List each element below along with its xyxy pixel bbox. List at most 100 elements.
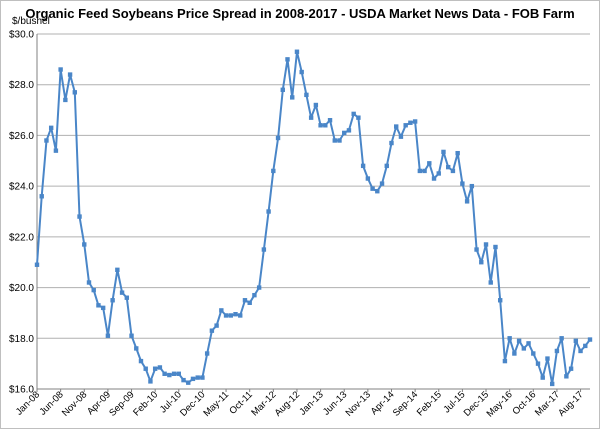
data-point (554, 348, 560, 354)
data-point (379, 181, 385, 186)
data-point (370, 186, 375, 191)
data-point (242, 298, 248, 303)
data-point (568, 366, 574, 371)
data-point (285, 57, 290, 62)
data-point (157, 365, 163, 370)
data-point (105, 333, 111, 338)
data-point (186, 380, 191, 385)
data-point (313, 102, 319, 108)
x-tick-labels: Jan-08Jun-08Nov-08Apr-09Sep-09Feb-10Jul-… (14, 389, 586, 419)
data-point (39, 194, 44, 199)
data-point (209, 328, 215, 333)
data-point (507, 336, 512, 341)
data-point (181, 377, 186, 383)
data-point (365, 176, 371, 181)
data-point (67, 72, 73, 77)
y-tick-label: $24.0 (9, 182, 34, 193)
x-tick-label: Jan-13 (297, 389, 325, 417)
data-point (134, 346, 139, 351)
data-point (337, 138, 342, 143)
data-point (318, 123, 323, 128)
data-point (115, 267, 120, 273)
data-point (53, 148, 59, 153)
data-point (460, 181, 465, 186)
data-point (412, 119, 418, 124)
data-point (252, 292, 257, 298)
data-point (502, 358, 508, 364)
data-point (261, 247, 267, 252)
data-point (483, 242, 489, 247)
data-point (167, 372, 172, 378)
data-point (431, 176, 437, 181)
data-point (290, 95, 295, 100)
data-point (138, 358, 144, 364)
x-tick-label: Nov-08 (60, 389, 89, 418)
x-tick-label: Mar-17 (533, 389, 562, 418)
data-point (271, 168, 276, 174)
data-point (384, 163, 389, 169)
data-point (308, 115, 314, 120)
data-point (204, 351, 210, 356)
data-point (228, 313, 233, 318)
data-point (436, 171, 441, 176)
x-tick-label: Sep-14 (391, 389, 420, 418)
data-point (195, 375, 200, 380)
data-point (110, 298, 115, 303)
data-point (422, 168, 427, 174)
gridlines (37, 33, 590, 390)
data-point (573, 338, 579, 344)
data-point (82, 242, 87, 247)
data-point (44, 138, 49, 143)
data-point (266, 209, 271, 214)
data-point (323, 123, 328, 128)
axes (36, 34, 590, 392)
data-point (327, 118, 333, 123)
y-tick-label: $30.0 (9, 30, 34, 41)
data-point (351, 111, 356, 117)
data-point (389, 140, 394, 146)
data-point (214, 323, 219, 328)
data-point (398, 134, 404, 139)
data-point (474, 247, 479, 252)
data-point (280, 87, 285, 92)
y-tick-label: $20.0 (9, 283, 34, 294)
data-point (100, 305, 106, 311)
data-point (247, 300, 252, 305)
data-point (219, 308, 224, 313)
data-point (375, 189, 380, 194)
y-tick-label: $16.0 (9, 385, 34, 396)
data-point (86, 280, 92, 285)
data-point (479, 260, 484, 265)
data-point (256, 285, 262, 290)
data-point (526, 341, 531, 346)
data-point (455, 150, 460, 156)
data-point (545, 356, 550, 361)
data-point (427, 161, 432, 166)
data-point (294, 49, 300, 54)
y-tick-label: $28.0 (9, 80, 34, 91)
data-point (559, 336, 564, 341)
data-point (200, 375, 205, 380)
data-point (171, 371, 177, 376)
chart-title: Organic Feed Soybeans Price Spread in 20… (25, 6, 575, 21)
data-point (119, 290, 125, 295)
data-point (540, 375, 545, 380)
data-point (583, 343, 588, 349)
data-point (587, 337, 593, 342)
data-point (531, 351, 536, 356)
x-tick-label: Nov-13 (344, 389, 373, 418)
data-point (124, 295, 130, 300)
data-point (512, 351, 517, 356)
x-tick-label: Feb-10 (131, 389, 160, 418)
data-point (96, 303, 101, 308)
data-point (91, 287, 96, 293)
data-point (356, 115, 361, 120)
y-tick-label: $26.0 (9, 131, 34, 142)
data-point (233, 311, 238, 317)
x-tick-label: Sep-09 (107, 389, 136, 418)
data-point (464, 199, 470, 204)
data-point (299, 69, 304, 75)
x-tick-label: Aug-17 (556, 389, 585, 418)
data-point (417, 168, 423, 174)
y-axis-label: $/bushel (12, 16, 50, 27)
